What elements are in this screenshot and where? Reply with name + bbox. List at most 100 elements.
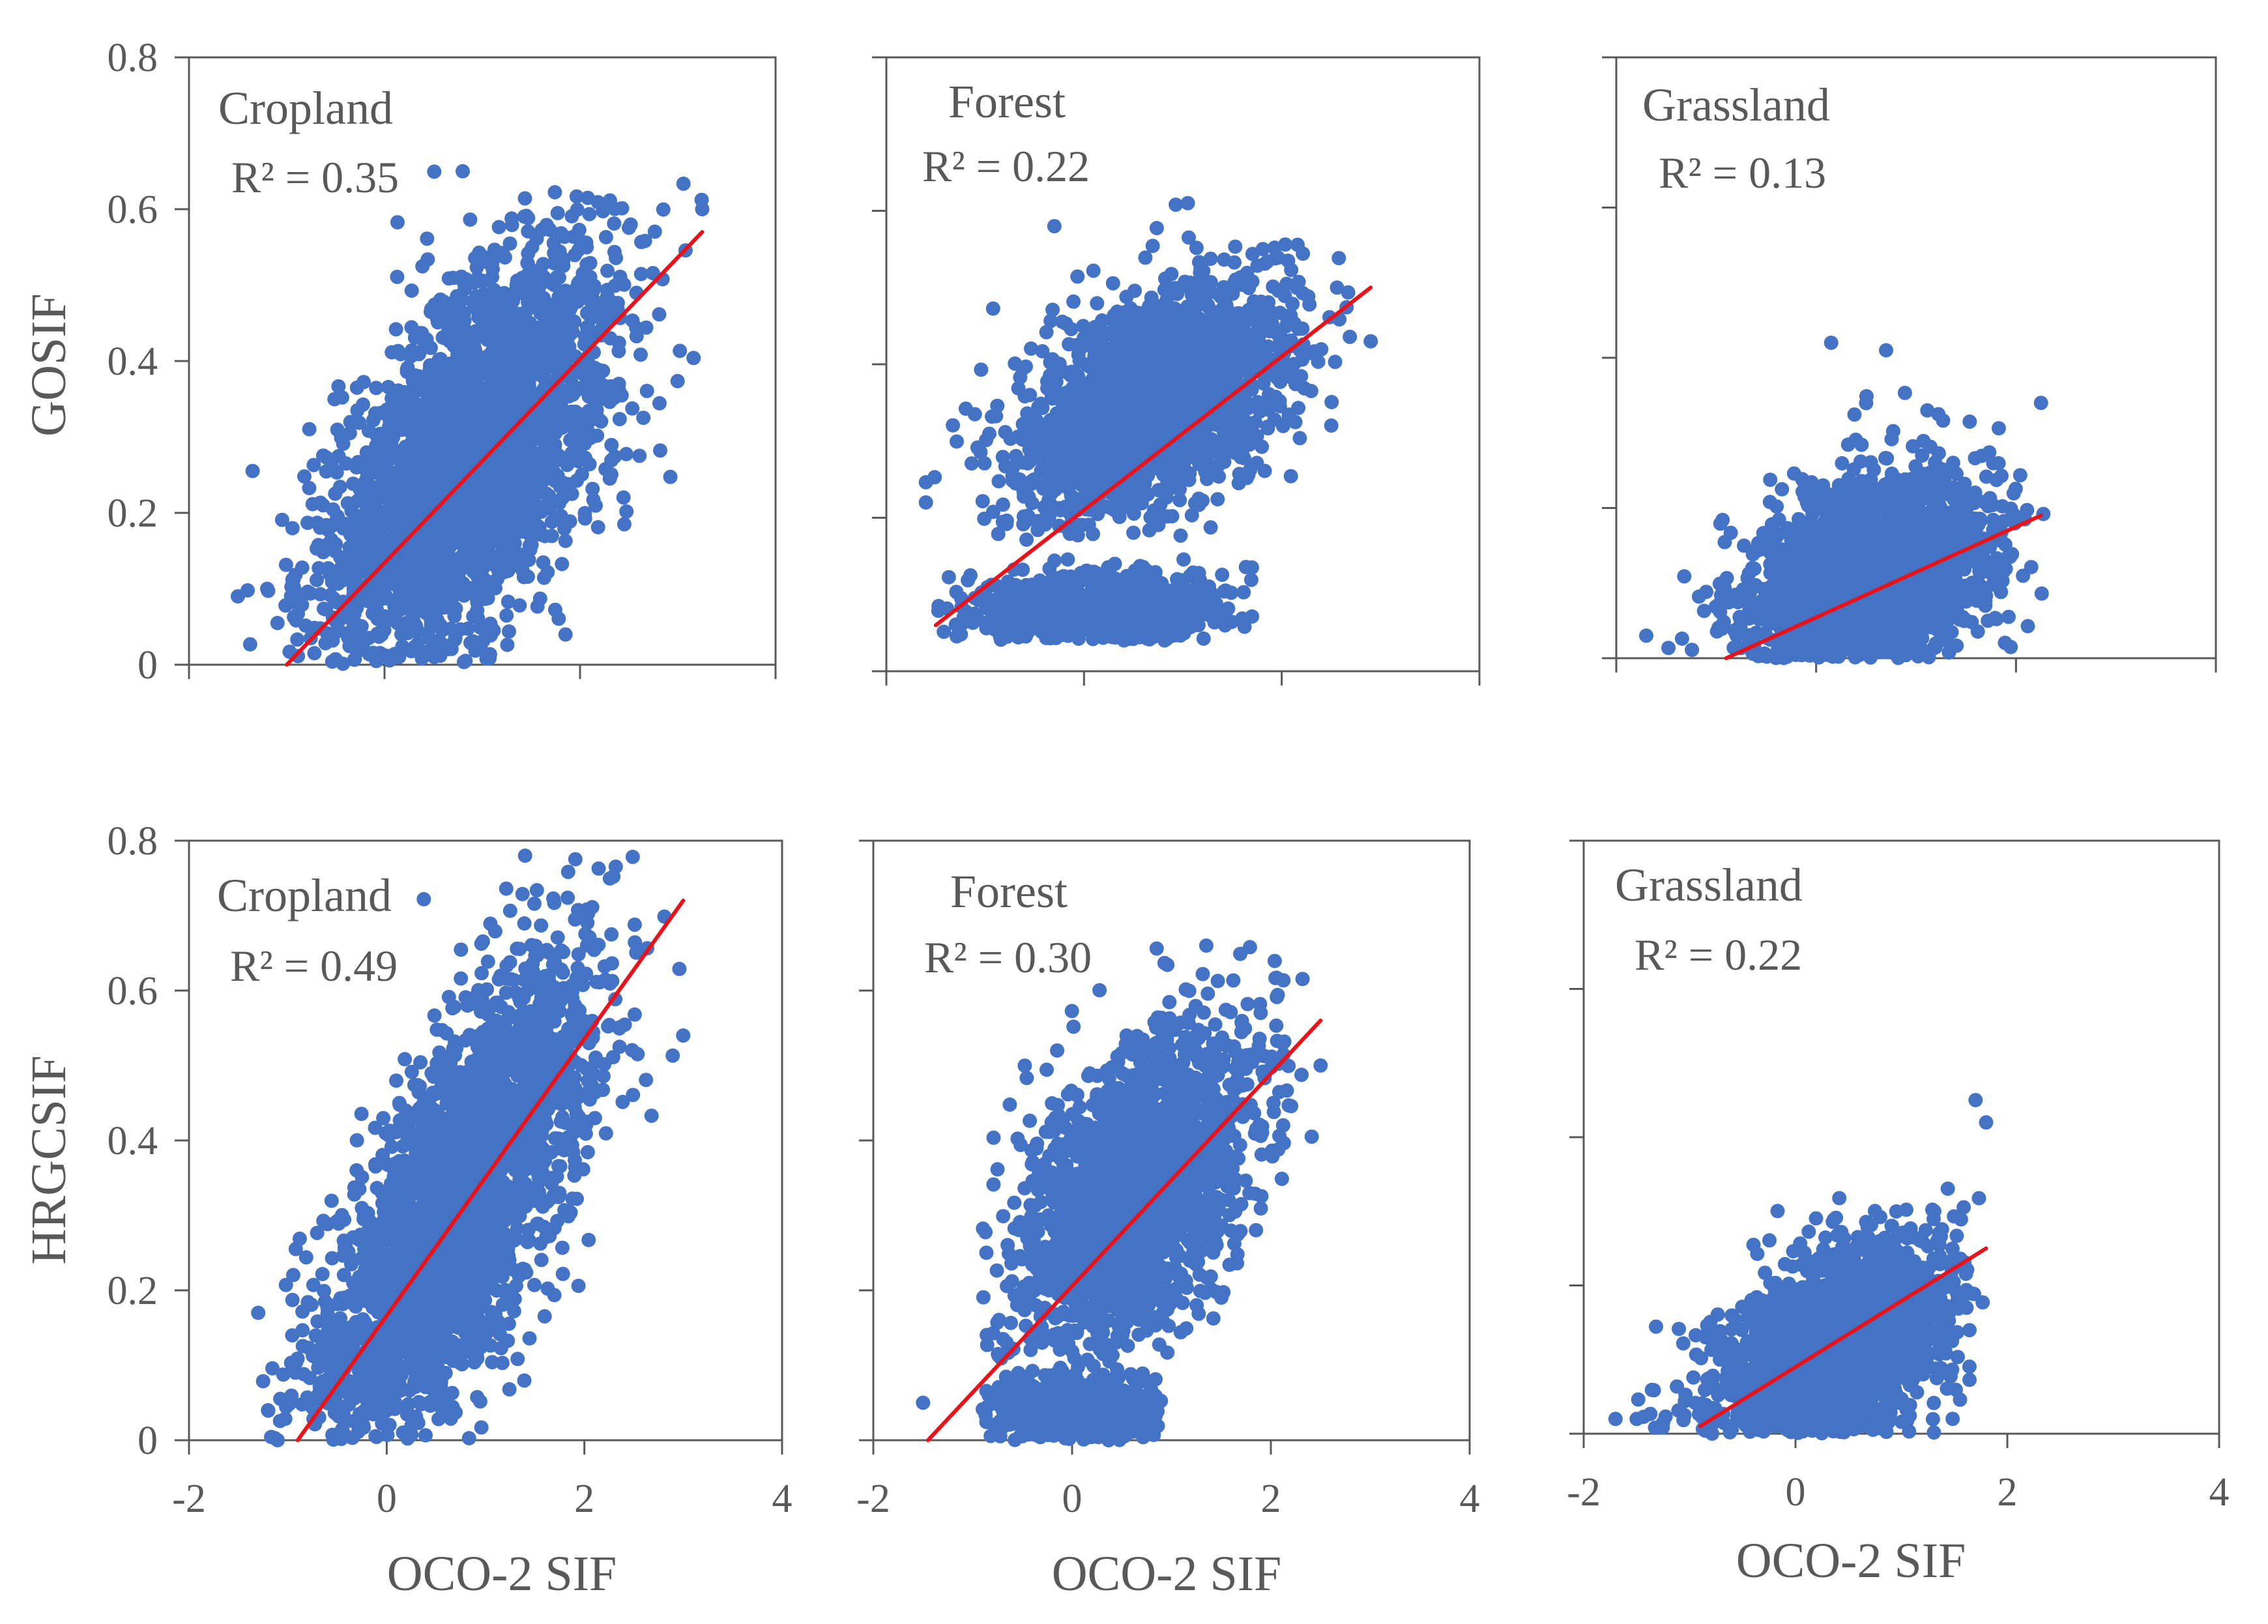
data-point bbox=[429, 422, 444, 437]
data-point bbox=[590, 520, 605, 534]
data-point bbox=[538, 499, 553, 514]
data-point bbox=[478, 405, 493, 420]
data-point bbox=[390, 579, 405, 594]
data-point bbox=[562, 514, 577, 529]
data-point bbox=[483, 370, 498, 384]
data-point bbox=[1256, 376, 1271, 391]
data-point bbox=[373, 405, 388, 420]
y-tick-label: 0.2 bbox=[108, 491, 158, 536]
data-point bbox=[1236, 585, 1251, 600]
data-point bbox=[443, 356, 458, 371]
data-point bbox=[472, 438, 487, 453]
data-point bbox=[376, 530, 391, 545]
data-point bbox=[536, 555, 551, 570]
data-point bbox=[602, 193, 617, 208]
data-point bbox=[982, 426, 996, 441]
data-point bbox=[302, 480, 317, 495]
data-point bbox=[521, 210, 536, 225]
data-point bbox=[510, 468, 525, 483]
data-point bbox=[480, 509, 495, 524]
data-point bbox=[1043, 416, 1058, 431]
data-point bbox=[517, 431, 532, 446]
data-point bbox=[396, 499, 411, 514]
data-point bbox=[1331, 251, 1346, 266]
data-point bbox=[1260, 254, 1275, 269]
data-point bbox=[1161, 453, 1175, 467]
data-point bbox=[554, 226, 568, 240]
data-point bbox=[1196, 631, 1211, 646]
data-point bbox=[315, 498, 330, 513]
data-point bbox=[1243, 572, 1258, 587]
data-point bbox=[497, 285, 512, 300]
data-point bbox=[274, 512, 289, 527]
data-point bbox=[991, 474, 1006, 489]
data-point bbox=[1024, 447, 1039, 462]
data-point bbox=[1160, 409, 1175, 424]
data-point bbox=[327, 392, 342, 407]
data-point bbox=[1216, 280, 1231, 295]
data-point bbox=[270, 616, 285, 630]
data-point bbox=[1071, 347, 1086, 362]
data-point bbox=[428, 456, 443, 471]
data-point bbox=[604, 453, 618, 468]
data-point bbox=[607, 216, 622, 231]
data-point bbox=[444, 508, 459, 523]
data-point bbox=[590, 428, 605, 443]
y-axis-title: GOSIF bbox=[22, 293, 76, 437]
data-point bbox=[1058, 475, 1073, 490]
data-point bbox=[695, 202, 710, 216]
data-point bbox=[321, 522, 336, 537]
data-point bbox=[1189, 240, 1204, 255]
data-point bbox=[345, 476, 360, 491]
data-point bbox=[456, 654, 471, 669]
r-squared-label: R² = 0.35 bbox=[231, 152, 399, 202]
data-point bbox=[1303, 384, 1318, 398]
data-point bbox=[557, 312, 572, 327]
data-point bbox=[1193, 365, 1208, 380]
data-point bbox=[400, 362, 414, 377]
data-point bbox=[418, 466, 433, 481]
data-point bbox=[231, 589, 245, 604]
data-point bbox=[1039, 325, 1054, 340]
data-point bbox=[350, 403, 365, 418]
data-point bbox=[390, 597, 405, 612]
data-point bbox=[632, 448, 647, 463]
data-point bbox=[436, 594, 451, 609]
data-point bbox=[1173, 528, 1188, 543]
data-point bbox=[1150, 357, 1165, 371]
data-point bbox=[582, 457, 597, 472]
data-point bbox=[290, 632, 305, 647]
data-point bbox=[999, 516, 1014, 531]
data-point bbox=[1019, 532, 1034, 547]
data-point bbox=[1200, 588, 1215, 603]
data-point bbox=[457, 306, 472, 321]
data-point bbox=[1182, 466, 1197, 481]
data-point bbox=[337, 516, 352, 531]
data-point bbox=[559, 351, 574, 366]
data-point bbox=[603, 467, 618, 482]
data-point bbox=[1287, 356, 1301, 371]
data-point bbox=[1191, 255, 1206, 270]
data-point bbox=[1187, 496, 1202, 511]
data-point bbox=[306, 457, 321, 472]
data-point bbox=[989, 409, 1004, 424]
data-point bbox=[430, 619, 445, 633]
data-point bbox=[1125, 502, 1140, 517]
data-point bbox=[1090, 296, 1105, 311]
data-point bbox=[1266, 279, 1281, 294]
data-point bbox=[568, 404, 583, 419]
data-point bbox=[374, 628, 389, 643]
data-point bbox=[485, 463, 500, 478]
data-point bbox=[499, 410, 514, 424]
data-point bbox=[1096, 339, 1111, 354]
data-point bbox=[404, 283, 419, 298]
data-point bbox=[319, 450, 334, 465]
data-point bbox=[485, 270, 500, 284]
data-point bbox=[284, 588, 298, 603]
data-point bbox=[1292, 431, 1307, 446]
data-point bbox=[420, 231, 435, 246]
data-point bbox=[629, 328, 644, 343]
data-point bbox=[617, 517, 632, 532]
data-point bbox=[1282, 369, 1297, 384]
data-point bbox=[1176, 552, 1191, 567]
